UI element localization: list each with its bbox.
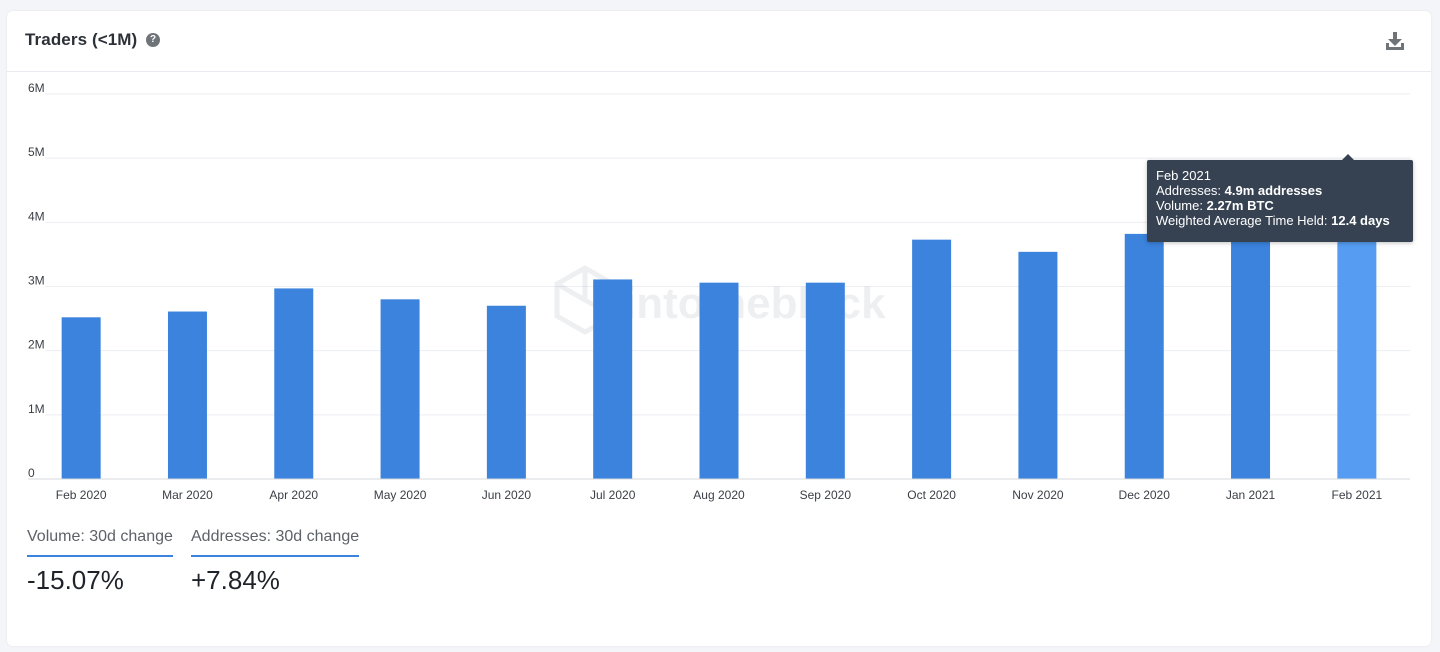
- x-tick-label: Dec 2020: [1119, 488, 1171, 502]
- bar: [1231, 228, 1271, 479]
- bar: [486, 305, 526, 479]
- bar: [167, 311, 207, 479]
- y-tick-label: 6M: [28, 81, 45, 95]
- x-tick-label: Jan 2021: [1226, 488, 1276, 502]
- bar: [593, 279, 633, 479]
- addresses-change-label: Addresses: 30d change: [191, 528, 360, 557]
- x-tick-label: Sep 2020: [800, 488, 852, 502]
- y-tick-label: 1M: [28, 402, 45, 416]
- x-tick-label: Nov 2020: [1012, 488, 1064, 502]
- bar: [1018, 251, 1058, 479]
- y-tick-label: 0: [28, 466, 35, 480]
- download-icon[interactable]: [1384, 30, 1406, 52]
- y-tick-label: 3M: [28, 274, 45, 288]
- tooltip-date: Feb 2021: [1156, 168, 1211, 183]
- bar: [274, 288, 314, 479]
- tooltip-volume-label: Volume:: [1156, 198, 1203, 213]
- x-tick-label: May 2020: [374, 488, 427, 502]
- addresses-change-tab[interactable]: Addresses: 30d change +7.84%: [191, 528, 360, 596]
- x-tick-label: Aug 2020: [693, 488, 745, 502]
- volume-change-tab[interactable]: Volume: 30d change -15.07%: [27, 528, 173, 596]
- bar: [380, 299, 420, 479]
- volume-change-label: Volume: 30d change: [27, 528, 173, 557]
- tooltip-volume-value: 2.27m BTC: [1206, 198, 1274, 213]
- x-tick-label: Feb 2021: [1331, 488, 1382, 502]
- x-tick-label: Jun 2020: [482, 488, 532, 502]
- x-tick-label: Mar 2020: [162, 488, 213, 502]
- y-tick-label: 4M: [28, 209, 45, 223]
- bar: [912, 239, 952, 479]
- volume-change-value: -15.07%: [27, 565, 124, 595]
- bar-tooltip: Feb 2021 Addresses: 4.9m addresses Volum…: [1147, 154, 1413, 242]
- bar: [699, 282, 739, 479]
- tooltip-addresses-value: 4.9m addresses: [1224, 183, 1323, 198]
- y-tick-label: 2M: [28, 338, 45, 352]
- tooltip-addresses-label: Addresses:: [1156, 183, 1222, 198]
- x-tick-label: Feb 2020: [56, 488, 107, 502]
- addresses-change-value: +7.84%: [191, 565, 280, 595]
- question-circle-icon[interactable]: ?: [146, 33, 160, 47]
- x-tick-label: Jul 2020: [590, 488, 636, 502]
- bar: [805, 282, 845, 479]
- card-header: Traders (<1M) ?: [7, 11, 1431, 72]
- bars: [61, 164, 1377, 480]
- bar: [1124, 233, 1164, 479]
- x-tick-label: Apr 2020: [269, 488, 318, 502]
- watermark-text: intotheblock: [624, 279, 886, 328]
- y-axis-ticks: 0 1M 2M 3M 4M 5M 6M: [28, 81, 45, 480]
- tooltip-held-value: 12.4 days: [1331, 213, 1390, 228]
- x-tick-label: Oct 2020: [907, 488, 956, 502]
- bar: [61, 317, 101, 479]
- tooltip-held-label: Weighted Average Time Held:: [1156, 213, 1328, 228]
- chart-title: Traders (<1M): [25, 30, 138, 49]
- bar-chart: intotheblock 0 1M 2M 3M 4M 5M 6M Feb 2020 Mar 2…: [28, 81, 1410, 502]
- x-axis-ticks: Feb 2020 Mar 2020 Apr 2020 May 2020 Jun 2020…: [56, 488, 1383, 502]
- y-tick-label: 5M: [28, 145, 45, 159]
